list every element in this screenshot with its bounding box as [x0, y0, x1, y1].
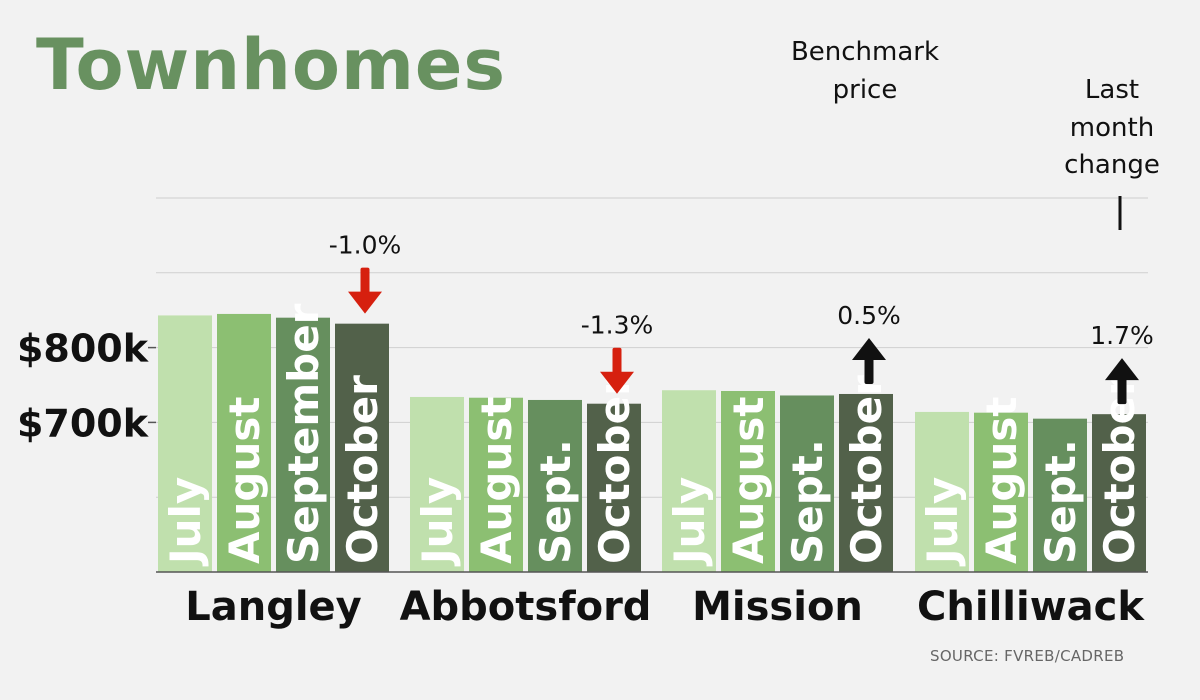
bars: [158, 313, 1146, 572]
bar: [780, 395, 834, 572]
bar-month-label: October: [842, 375, 891, 564]
bar: [721, 390, 775, 572]
bar-month-label: August: [220, 397, 269, 564]
arrow-shaft: [612, 347, 622, 376]
group-label: Langley: [185, 584, 362, 630]
labels: July August September OctoberLangley-1.0%Ju…: [161, 196, 1154, 630]
group-label: Abbotsford: [400, 584, 652, 630]
bar: [974, 412, 1028, 572]
last-month-change-note: Last month change: [1064, 75, 1160, 181]
bar: [335, 323, 389, 572]
bar: [1033, 418, 1087, 572]
bar-month-label: September: [279, 303, 328, 564]
bar-month-label: Sept.: [783, 439, 832, 564]
bar-month-label: Sept.: [1036, 439, 1085, 564]
bar: [839, 393, 893, 572]
bar: [469, 397, 523, 572]
arrow-shaft: [1117, 376, 1127, 405]
bar-month-label: July: [413, 477, 462, 567]
bar-month-label: July: [918, 477, 967, 567]
bar-month-label: Sept.: [531, 439, 580, 564]
bar: [528, 399, 582, 572]
bar: [158, 315, 212, 572]
change-label: 0.5%: [837, 301, 901, 330]
change-label: -1.0%: [329, 231, 402, 260]
arrow-shaft: [864, 355, 874, 384]
bar: [587, 403, 641, 572]
group-label: Mission: [692, 584, 863, 630]
bar: [410, 396, 464, 572]
source-credit: SOURCE: FVREB/CADREB: [930, 647, 1125, 665]
y-tick-label: $700k: [17, 401, 149, 445]
bar: [217, 313, 271, 572]
bar-month-label: October: [1095, 375, 1144, 564]
y-tick-label: $800k: [17, 327, 149, 371]
change-label: 1.7%: [1090, 321, 1154, 350]
up-arrow-icon: [1105, 358, 1139, 381]
axis: $700k $800k: [17, 327, 1148, 573]
change-label: -1.3%: [581, 311, 654, 340]
bar-month-label: August: [724, 397, 773, 564]
bar-month-label: October: [338, 375, 387, 564]
up-arrow-icon: [852, 337, 886, 360]
bar-month-label: July: [161, 477, 210, 567]
bar-month-label: August: [977, 397, 1026, 564]
bar: [276, 317, 330, 572]
down-arrow-icon: [348, 291, 382, 314]
bar-month-label: July: [665, 477, 714, 567]
arrow-shaft: [360, 267, 370, 296]
bar-month-label: October: [590, 375, 639, 564]
benchmark-price-note: Benchmark price: [790, 37, 940, 105]
chart-title: Townhomes: [36, 24, 507, 106]
bar: [662, 390, 716, 572]
group-label: Chilliwack: [917, 584, 1145, 630]
bar-month-label: August: [472, 397, 521, 564]
down-arrow-icon: [600, 371, 634, 394]
bar: [1092, 414, 1146, 572]
bar: [915, 411, 969, 572]
